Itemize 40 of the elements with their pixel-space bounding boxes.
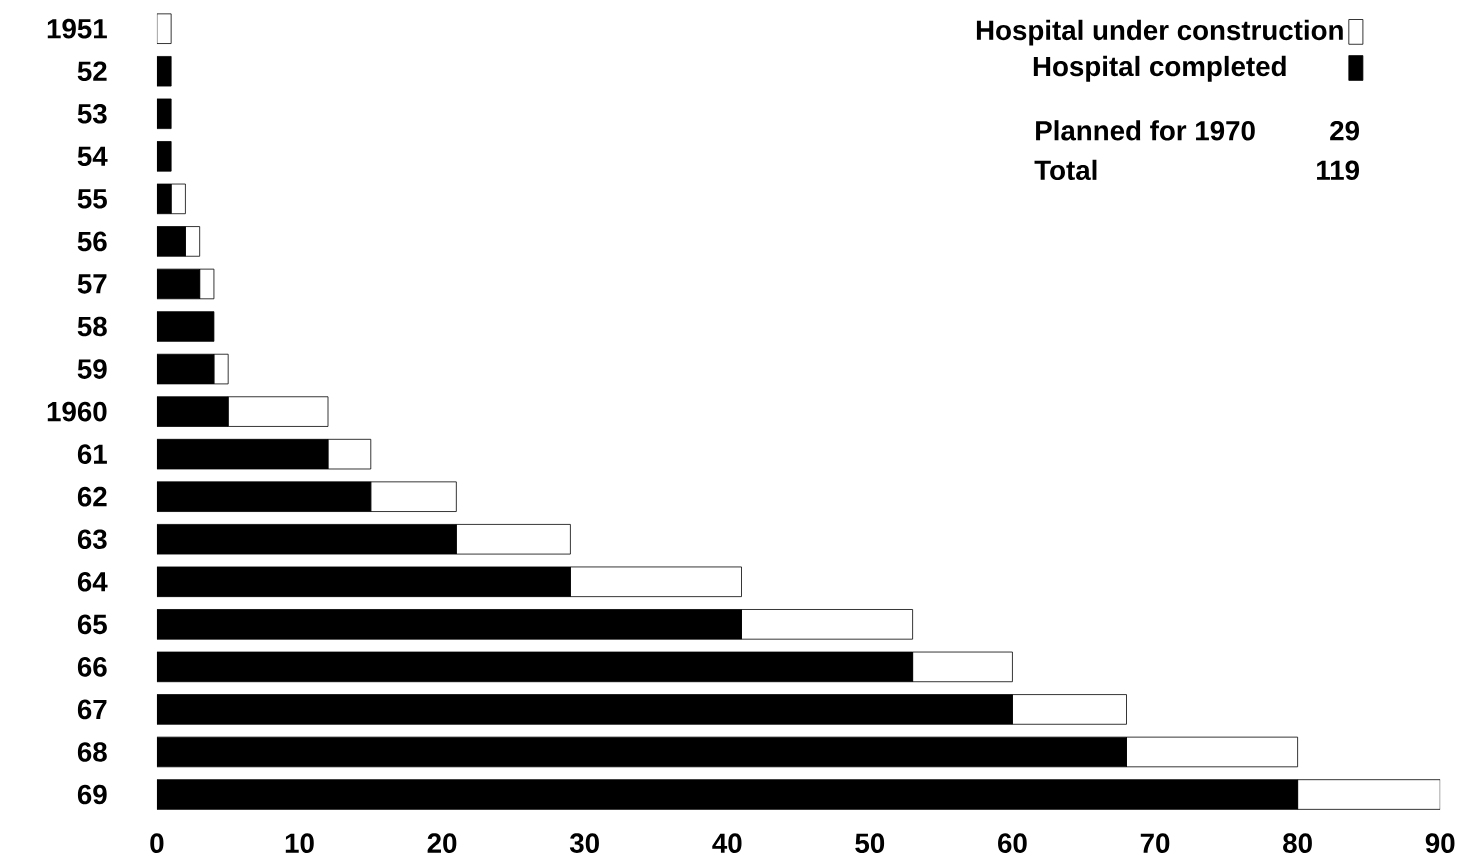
annotation: 119 [1317, 160, 1359, 181]
bar [156, 56, 172, 87]
y-tick-label: 57 [77, 274, 107, 294]
y-tick-label: 55 [77, 189, 107, 209]
annotation: Planned for 1970 [1036, 120, 1255, 141]
legend-label: Hospital under construction [976, 19, 1343, 46]
bar [156, 141, 172, 172]
y-tick-label: 54 [77, 146, 108, 167]
bar [156, 13, 172, 45]
annotation: 29 [1330, 120, 1359, 141]
y-tick-label: 64 [77, 572, 108, 592]
y-tick-label: 65 [77, 614, 107, 635]
y-tick-label: 59 [77, 359, 107, 379]
y-tick-label: 62 [77, 486, 107, 507]
x-tick-label: 0 [150, 833, 164, 854]
y-tick-label: 58 [77, 316, 107, 337]
y-tick-label: 1960 [47, 401, 107, 422]
bar [156, 311, 215, 342]
x-tick-label: 20 [427, 833, 457, 854]
y-tick-label: 61 [77, 444, 107, 465]
x-tick-label: 90 [1425, 833, 1455, 854]
y-tick-label: 53 [77, 104, 107, 124]
x-tick-label: 10 [285, 833, 314, 854]
x-tick-label: 60 [998, 833, 1027, 854]
y-tick-label: 56 [77, 231, 107, 252]
x-tick-label: 70 [1140, 833, 1170, 854]
x-tick-label: 80 [1283, 833, 1312, 854]
annotation: Total [1034, 159, 1097, 181]
x-tick-label: 50 [855, 833, 885, 854]
y-tick-label: 52 [77, 61, 107, 82]
y-tick-label: 66 [77, 657, 107, 677]
x-tick-label: 40 [712, 833, 742, 854]
y-tick-label: 1951 [47, 18, 107, 39]
x-tick-label: 30 [569, 833, 599, 854]
y-tick-label: 67 [77, 699, 107, 720]
y-tick-label: 63 [77, 529, 107, 550]
y-tick-label: 68 [77, 742, 107, 762]
bar [156, 98, 172, 130]
y-tick-label: 69 [77, 784, 107, 805]
legend-label: Hospital completed [1033, 55, 1286, 82]
